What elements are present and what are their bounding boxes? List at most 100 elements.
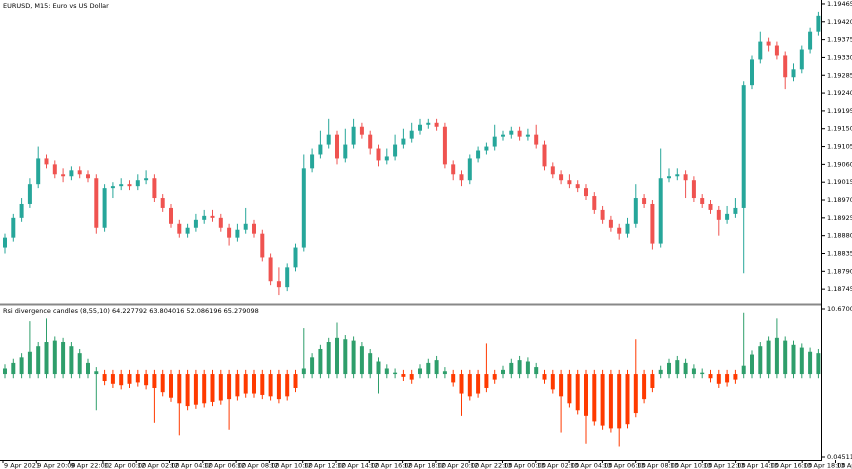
y-tick-label: 10.670006 <box>827 305 852 313</box>
x-tick-label: 12 Apr 04:00 <box>171 462 213 469</box>
candle-body <box>608 374 613 429</box>
candle-body <box>293 247 298 268</box>
candle-body <box>318 144 323 155</box>
candle-body <box>384 156 389 161</box>
candle-body <box>152 374 157 388</box>
candle-body <box>260 374 265 395</box>
x-tick-label: 12 Apr 10:00 <box>270 462 312 469</box>
candle-body <box>700 372 705 375</box>
y-tick-label: 1.19240 <box>827 89 852 97</box>
candle-body <box>368 134 373 149</box>
candle-body <box>509 362 514 375</box>
candle-body <box>733 207 738 214</box>
candle-body <box>86 362 90 375</box>
candle-body <box>559 374 564 397</box>
candle-body <box>193 374 198 405</box>
candle-body <box>401 138 406 145</box>
candle-body <box>210 374 215 402</box>
candle-body <box>235 229 240 238</box>
candle-body <box>725 374 730 383</box>
candle-body <box>77 170 82 175</box>
candle-body <box>766 340 771 375</box>
candle-body <box>359 346 364 375</box>
candle-body <box>658 369 663 375</box>
candle-body <box>193 219 198 228</box>
candle-body <box>160 198 165 208</box>
candle-body <box>102 374 107 382</box>
candle-body <box>243 223 248 230</box>
candle-body <box>550 374 555 390</box>
candle-body <box>301 368 306 375</box>
candle-body <box>642 198 647 204</box>
candle-body <box>19 357 24 375</box>
candle-body <box>135 374 140 383</box>
x-tick-label: 12 Apr 14:00 <box>337 462 379 469</box>
candle-body <box>335 337 339 375</box>
y-tick-label: 0.045110 <box>827 453 852 461</box>
candle-body <box>169 374 173 398</box>
y-tick-label: 1.18880 <box>827 232 852 240</box>
y-tick-label: 1.19285 <box>827 71 852 79</box>
candle-body <box>94 371 99 375</box>
candle-body <box>127 184 132 187</box>
candle-body <box>310 154 315 169</box>
candle-body <box>517 130 522 137</box>
candle-body <box>451 164 456 175</box>
candle-body <box>393 372 398 375</box>
candle-body <box>575 184 580 189</box>
candle-body <box>260 233 265 258</box>
candle-body <box>110 374 115 384</box>
candle-body <box>459 374 464 394</box>
candle-body <box>160 374 165 393</box>
candle-body <box>567 180 572 185</box>
y-tick-label: 1.18745 <box>827 285 852 293</box>
candle-body <box>633 374 638 414</box>
candle-body <box>293 374 298 388</box>
candle-body <box>243 374 248 394</box>
candle-body <box>559 174 564 181</box>
candle-body <box>218 217 223 228</box>
candle-body <box>534 367 539 375</box>
candle-body <box>575 374 580 411</box>
candle-body <box>617 227 622 234</box>
candle-body <box>492 374 497 380</box>
candle-body <box>235 374 240 397</box>
candle-body <box>799 49 804 70</box>
candle-body <box>658 178 663 244</box>
candle-body <box>550 166 555 175</box>
candle-body <box>451 374 456 383</box>
candle-body <box>592 196 597 210</box>
indicator-title: Rsi divergence candles (8,55,10) 64.2277… <box>3 307 259 315</box>
candle-body <box>808 31 813 50</box>
candle-body <box>351 340 356 375</box>
candle-body <box>783 55 788 78</box>
candle-body <box>177 374 182 404</box>
candle-body <box>691 180 696 199</box>
candle-body <box>202 374 207 404</box>
candle-body <box>716 209 721 220</box>
candle-body <box>401 374 406 377</box>
candle-body <box>11 217 16 238</box>
candle-body <box>268 374 273 397</box>
candle-body <box>675 174 680 177</box>
candle-body <box>766 41 771 46</box>
candle-body <box>542 374 547 380</box>
x-tick-label: 13 Apr 20:00 <box>837 462 852 469</box>
candle-body <box>376 361 381 375</box>
x-tick-label: 12 Apr 00:00 <box>104 462 146 469</box>
y-tick-label: 1.19195 <box>827 107 852 115</box>
candle-body <box>525 134 530 137</box>
candle-body <box>409 130 414 139</box>
x-tick-label: 12 Apr 20:00 <box>437 462 479 469</box>
candle-body <box>484 374 489 388</box>
candle-body <box>708 203 713 210</box>
candle-body <box>434 360 439 375</box>
x-tick-label: 13 Apr 16:00 <box>770 462 812 469</box>
candle-body <box>218 374 223 401</box>
candle-body <box>741 85 746 208</box>
candle-body <box>326 134 331 145</box>
candle-body <box>11 362 16 375</box>
candle-body <box>467 158 472 181</box>
x-tick-label: 13 Apr 00:00 <box>504 462 546 469</box>
candle-body <box>210 215 215 218</box>
